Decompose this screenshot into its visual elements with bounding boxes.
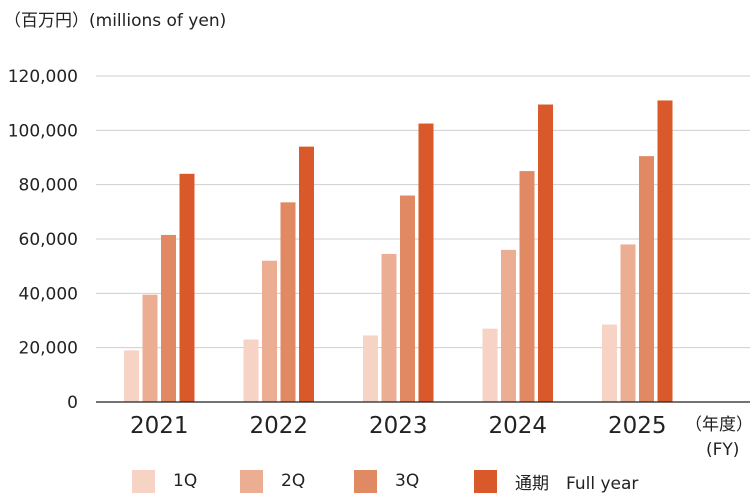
bar-2024-2q	[501, 249, 516, 402]
bar-2021-3q	[161, 234, 176, 402]
y-tick-label: 80,000	[19, 176, 78, 196]
x-axis-label-en: (FY)	[706, 440, 740, 460]
bar-2023-full-year	[418, 123, 434, 403]
x-tick-label-2022: 2022	[249, 413, 308, 439]
bar-2025-full-year	[657, 100, 673, 402]
legend-swatch-1q	[132, 469, 155, 493]
legend-label-3q: 3Q	[395, 471, 420, 491]
legend-swatch-2q	[240, 469, 263, 493]
x-tick-label-2023: 2023	[369, 413, 428, 439]
x-tick-label-2025: 2025	[608, 413, 667, 439]
legend-swatch-3q	[354, 469, 377, 493]
legend-label-2q: 2Q	[281, 471, 306, 491]
bar-2025-1q	[602, 324, 617, 402]
x-axis-label-jp: （年度）	[685, 415, 750, 435]
bar-2021-1q	[124, 350, 139, 402]
bars	[124, 100, 673, 403]
unit-label: （百万円）(millions of yen)	[4, 11, 227, 31]
bar-2025-2q	[620, 244, 636, 402]
y-tick-label: 0	[67, 393, 78, 413]
legend-item-2q: 2Q	[240, 468, 305, 494]
y-tick-label: 40,000	[19, 284, 78, 304]
bar-2022-2q	[262, 260, 277, 402]
legend-item-3q: 3Q	[354, 468, 419, 494]
legend-swatch-full-year	[474, 469, 497, 493]
y-tick-label: 20,000	[19, 339, 78, 359]
bar-2022-1q	[243, 339, 259, 402]
y-tick-labels: 0 20,000 40,000 60,000 80,000 100,000 120,000	[8, 67, 78, 413]
bar-2024-1q	[482, 328, 498, 402]
bar-2025-3q	[639, 156, 654, 402]
bar-2022-3q	[280, 202, 296, 402]
bar-2021-full-year	[179, 173, 195, 402]
y-tick-label: 100,000	[8, 121, 78, 141]
bar-2022-full-year	[299, 146, 314, 402]
bar-2023-2q	[381, 253, 397, 402]
x-tick-labels: 2021 2022 2023 2024 2025	[130, 413, 667, 439]
legend-label-1q: 1Q	[173, 471, 198, 491]
x-tick-label-2021: 2021	[130, 413, 189, 439]
bar-2021-2q	[142, 294, 158, 402]
y-tick-label: 120,000	[8, 67, 78, 87]
bar-2023-3q	[400, 195, 415, 402]
legend-item-full-year: 通期 Full year	[474, 468, 638, 494]
legend-item-1q: 1Q	[132, 468, 197, 494]
x-tick-label-2024: 2024	[488, 413, 547, 439]
y-tick-label: 60,000	[19, 230, 78, 250]
bar-2024-3q	[519, 171, 535, 402]
legend-label-full-year: 通期 Full year	[515, 473, 639, 494]
legend: 1Q 2Q 3Q 通期 Full year	[132, 468, 732, 494]
bar-2024-full-year	[538, 104, 553, 403]
bar-2023-1q	[363, 335, 378, 402]
